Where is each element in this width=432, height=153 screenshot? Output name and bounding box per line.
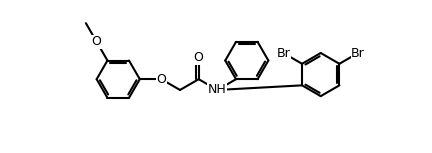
Text: O: O	[92, 35, 102, 48]
Text: NH: NH	[208, 84, 227, 97]
Text: Br: Br	[351, 47, 365, 60]
Text: Br: Br	[276, 47, 290, 60]
Text: O: O	[194, 51, 203, 64]
Text: O: O	[156, 73, 166, 86]
